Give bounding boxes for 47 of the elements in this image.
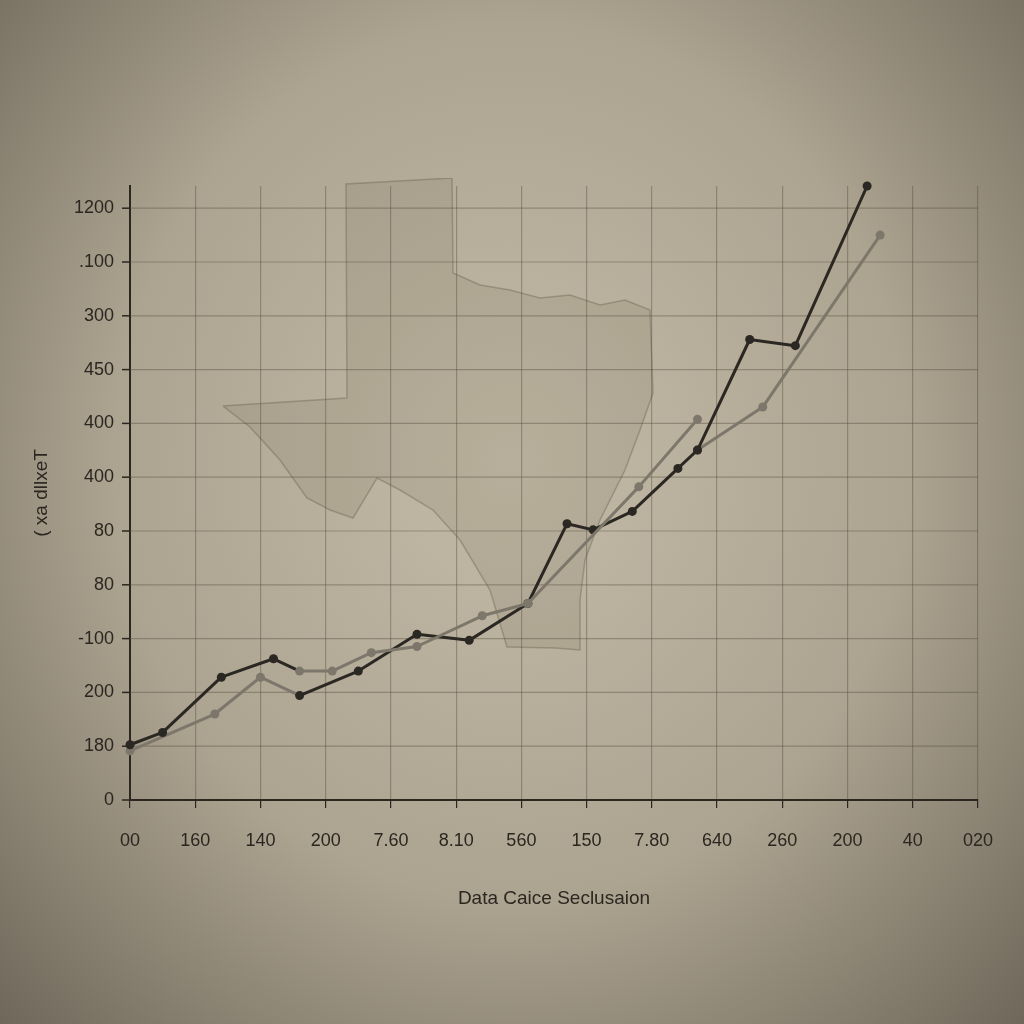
- point: [412, 629, 422, 639]
- point: [353, 666, 363, 676]
- point: [693, 414, 703, 424]
- x-tick-label: 560: [506, 829, 537, 850]
- text: 300: [83, 304, 114, 325]
- point: [295, 666, 305, 676]
- point: [745, 335, 755, 344]
- text: 200: [83, 681, 114, 702]
- point: [366, 648, 376, 658]
- point: [464, 635, 474, 645]
- text: 0: [103, 788, 114, 809]
- x-tick-label: 00: [119, 829, 141, 850]
- point: [477, 611, 487, 621]
- point: [327, 666, 337, 676]
- point: [627, 506, 637, 516]
- x-tick-label: 020: [962, 829, 994, 850]
- text: .100: [78, 250, 114, 271]
- x-tick-label: 160: [180, 829, 211, 850]
- x-tick-label: 8.10: [438, 829, 474, 850]
- x-tick-label: 260: [767, 829, 798, 850]
- x-tick-label: 40: [902, 829, 923, 850]
- x-tick-label: 200: [832, 829, 863, 850]
- x-axis-title: Data Caice Seclusaion: [457, 886, 651, 908]
- point: [862, 181, 872, 191]
- point: [562, 519, 572, 529]
- text: 80: [93, 519, 114, 540]
- point: [758, 402, 768, 412]
- y-axis-title: ( xa dllxeT: [29, 448, 51, 537]
- x-tick-label: 200: [310, 829, 341, 850]
- point: [875, 230, 885, 240]
- x-tick-label: 150: [571, 829, 602, 850]
- point: [790, 341, 800, 351]
- text: 80: [93, 573, 114, 594]
- text: 400: [83, 412, 114, 433]
- point: [673, 463, 683, 473]
- text: -100: [77, 627, 114, 648]
- text: 1200: [73, 197, 114, 218]
- x-tick-label: 640: [702, 829, 733, 850]
- point: [634, 482, 644, 492]
- x-tick-label: 7.60: [373, 829, 409, 850]
- point: [295, 691, 305, 701]
- text: 180: [83, 735, 114, 756]
- x-tick-label: 7.80: [634, 829, 670, 850]
- point: [412, 642, 422, 651]
- text: 400: [83, 466, 114, 487]
- x-tick-label: 140: [245, 829, 276, 850]
- text: 450: [83, 358, 114, 379]
